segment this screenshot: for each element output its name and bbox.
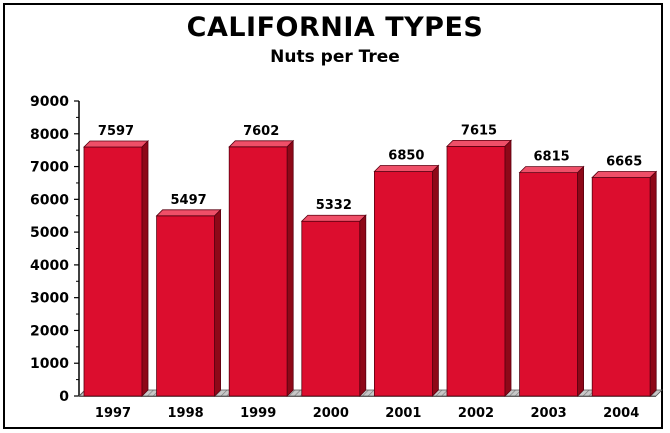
bar-side: [649, 170, 657, 397]
bar-top: [228, 140, 295, 148]
chart-title: CALIFORNIA TYPES: [186, 12, 484, 43]
x-tick-label: 1999: [240, 406, 276, 421]
x-tick-label: 1997: [95, 406, 131, 421]
y-tick-label: 3000: [30, 291, 69, 307]
y-tick-label: 5000: [30, 225, 69, 241]
bar: [446, 139, 512, 397]
bar-front: [83, 146, 143, 397]
y-tick-label: 1000: [30, 356, 69, 372]
y-tick-label: 0: [59, 389, 69, 405]
data-label: 5332: [316, 198, 352, 213]
bar: [373, 164, 440, 397]
bar: [83, 140, 149, 397]
x-tick-label: 2003: [531, 406, 567, 421]
x-tick-label: 2002: [458, 406, 494, 421]
bar-top: [446, 139, 512, 147]
data-label: 6815: [534, 150, 570, 165]
y-tick-label: 2000: [30, 323, 69, 339]
y-tick-label: 4000: [30, 258, 69, 274]
bar-top: [83, 140, 149, 148]
x-tick-label: 2004: [603, 406, 639, 421]
bar-front: [228, 146, 288, 397]
bar: [300, 214, 367, 397]
bar-front: [373, 171, 433, 397]
y-tick-label: 7000: [30, 160, 69, 176]
data-label: 7602: [243, 124, 279, 139]
bar-top: [300, 214, 367, 222]
bar-side: [214, 208, 222, 397]
bar-side: [359, 214, 367, 397]
bar-front: [156, 215, 216, 397]
x-tick-label: 2000: [313, 406, 349, 421]
bar-top: [373, 165, 440, 172]
x-tick-label: 2001: [385, 406, 421, 421]
bar-front: [519, 172, 578, 397]
data-label: 6850: [388, 148, 424, 163]
bar-side: [286, 139, 294, 397]
bar-top: [155, 209, 222, 217]
bar: [155, 208, 222, 397]
bar-top: [591, 171, 658, 178]
y-tick-label: 6000: [30, 192, 69, 208]
bar-front: [591, 177, 651, 397]
bar-side: [504, 139, 512, 397]
bar-side: [431, 164, 439, 397]
bar-side: [141, 140, 149, 397]
bar: [518, 165, 585, 397]
bar-front: [446, 145, 506, 397]
bar-front: [301, 220, 361, 397]
chart-subtitle: Nuts per Tree: [270, 47, 400, 67]
bar-side: [577, 165, 584, 397]
data-label: 7597: [98, 124, 134, 139]
bar: [228, 139, 295, 397]
y-tick-label: 9000: [30, 94, 69, 110]
data-label: 7615: [461, 123, 497, 138]
bar: [591, 170, 658, 397]
data-label: 6665: [606, 155, 642, 170]
data-label: 5497: [171, 193, 207, 208]
y-tick-label: 8000: [30, 127, 69, 143]
x-tick-label: 1998: [168, 406, 204, 421]
bar-top: [518, 166, 585, 174]
